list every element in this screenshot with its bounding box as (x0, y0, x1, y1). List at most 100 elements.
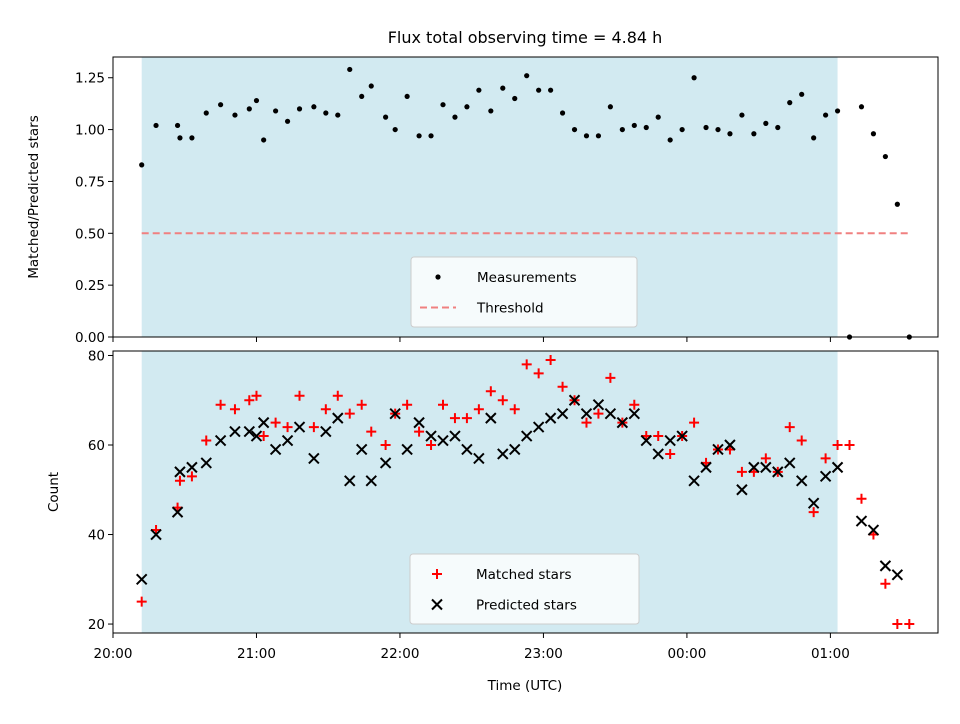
data-point (246, 106, 252, 112)
data-point (688, 475, 700, 487)
data-point (366, 426, 377, 437)
data-point (712, 443, 724, 456)
data-point (323, 110, 329, 116)
legend-label: Threshold (476, 301, 544, 317)
data-point (347, 66, 353, 73)
data-point (356, 399, 367, 410)
data-point (383, 114, 389, 120)
x-tick-label: 22:00 (381, 646, 420, 662)
data-point (269, 443, 282, 456)
data-point (270, 417, 281, 428)
data-point (787, 100, 793, 106)
data-point (488, 108, 494, 114)
data-point (203, 110, 209, 116)
data-point (775, 124, 781, 131)
data-point (296, 106, 303, 112)
data-point (416, 133, 422, 139)
x-tick-label: 00:00 (667, 646, 706, 662)
data-point (667, 137, 673, 143)
data-point (524, 73, 530, 79)
data-point (879, 560, 892, 572)
data-point (736, 484, 748, 496)
data-point (200, 457, 212, 469)
data-point (544, 412, 557, 424)
data-point (413, 416, 425, 429)
data-point (748, 461, 760, 474)
data-point (500, 85, 506, 91)
data-point (811, 135, 817, 141)
data-point (628, 407, 641, 420)
legend-label: Measurements (477, 270, 577, 286)
data-point (689, 417, 700, 428)
data-point (174, 122, 181, 129)
data-point (880, 578, 891, 589)
data-point (139, 162, 145, 168)
data-point (215, 399, 226, 410)
data-point (700, 461, 712, 474)
data-point (232, 112, 238, 118)
data-point (392, 126, 398, 133)
data-point (653, 431, 664, 442)
series-measurements (139, 66, 912, 340)
data-point (580, 407, 593, 420)
data-point (796, 435, 807, 446)
data-point (186, 461, 198, 474)
data-point (294, 390, 305, 401)
data-point (691, 75, 697, 81)
data-point (784, 457, 796, 469)
data-point (258, 431, 269, 442)
data-point (882, 153, 888, 160)
data-point (760, 461, 772, 474)
data-point (425, 430, 437, 442)
legend-box (410, 256, 638, 328)
data-point (320, 425, 332, 438)
data-point (485, 386, 496, 397)
data-point (251, 390, 262, 401)
data-point (512, 95, 518, 102)
data-point (257, 416, 270, 429)
data-point (404, 93, 410, 100)
data-point (643, 124, 649, 131)
data-point (214, 434, 227, 447)
data-point (751, 131, 757, 137)
x-axis-label: Time (UTC) (487, 678, 563, 694)
data-point (832, 440, 843, 450)
data-point (250, 430, 263, 442)
data-point (640, 434, 652, 447)
legend-marker (432, 569, 442, 579)
chart-title: Flux total observing time = 4.84 h (388, 28, 663, 47)
data-point (819, 470, 832, 483)
data-point (568, 394, 581, 406)
data-point (856, 493, 867, 504)
data-point (736, 466, 747, 477)
data-point (218, 102, 224, 108)
y-axis-label: Matched/Predicted stars (26, 115, 42, 278)
data-point (449, 430, 461, 442)
data-point (784, 422, 795, 433)
data-point (593, 408, 604, 419)
data-point (174, 475, 185, 486)
data-point (795, 475, 808, 487)
data-point (497, 448, 509, 460)
y-tick-label: 60 (88, 438, 105, 454)
y-tick-label: 0.00 (75, 330, 105, 346)
legend-box (409, 553, 640, 625)
axes-frame (112, 350, 939, 634)
data-point (332, 390, 343, 401)
data-point (461, 443, 473, 456)
data-point (823, 112, 829, 118)
data-point (904, 619, 915, 630)
data-point (664, 434, 676, 447)
data-point (273, 108, 279, 114)
data-point (891, 569, 904, 581)
data-point (461, 413, 472, 424)
data-point (867, 524, 880, 536)
data-point (739, 112, 745, 118)
y-tick-label: 40 (88, 528, 105, 544)
data-point (426, 440, 437, 450)
data-point (724, 439, 736, 451)
data-point (679, 126, 685, 133)
y-axis-label: Count (46, 472, 62, 512)
data-point (831, 461, 844, 474)
